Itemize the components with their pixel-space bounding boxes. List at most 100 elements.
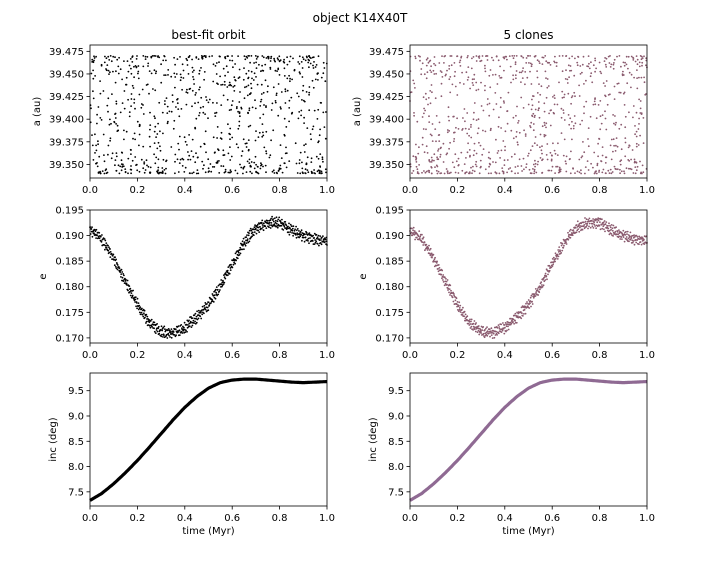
data-point: [472, 56, 475, 58]
data-point: [484, 67, 486, 70]
data-point: [611, 229, 614, 232]
data-point: [144, 58, 147, 60]
data-point: [192, 78, 195, 81]
data-point: [111, 152, 114, 155]
data-point: [95, 144, 97, 147]
data-point: [529, 296, 532, 299]
data-point: [506, 329, 508, 332]
data-point: [580, 172, 582, 175]
y-tick-label: 0.195: [375, 206, 404, 217]
x-tick-label: 0.2: [449, 350, 465, 361]
data-point: [229, 171, 231, 174]
data-point: [638, 238, 641, 241]
x-tick-label: 1.0: [319, 350, 335, 361]
data-point: [520, 165, 523, 167]
data-point: [142, 65, 145, 68]
data-point: [594, 225, 596, 227]
data-point: [502, 327, 505, 330]
data-point: [524, 135, 527, 137]
data-point: [264, 225, 267, 228]
data-point: [632, 57, 635, 59]
data-point: [237, 55, 240, 57]
data-point: [288, 107, 291, 109]
data-point: [510, 155, 513, 158]
data-point: [428, 121, 431, 123]
data-point: [584, 166, 587, 169]
data-point: [473, 170, 476, 173]
data-point: [582, 55, 585, 58]
data-point: [310, 157, 313, 160]
data-point: [468, 172, 470, 175]
data-point: [556, 165, 559, 168]
data-point: [473, 78, 475, 80]
data-point: [272, 129, 275, 132]
data-point: [439, 153, 442, 156]
data-point: [274, 219, 277, 222]
data-point: [534, 162, 537, 165]
data-point: [604, 94, 606, 97]
data-point: [630, 73, 633, 76]
data-point: [289, 231, 292, 233]
data-point: [421, 233, 423, 236]
data-point: [107, 55, 110, 58]
data-point: [554, 152, 557, 155]
data-point: [226, 271, 229, 274]
x-axis-label: time (Myr): [182, 526, 234, 537]
data-point: [439, 156, 442, 158]
data-point: [524, 133, 527, 136]
data-point: [517, 120, 520, 122]
data-point: [211, 55, 214, 57]
data-point: [131, 84, 134, 87]
data-point: [593, 221, 595, 224]
data-point: [574, 57, 576, 60]
data-point: [454, 70, 456, 73]
data-point: [164, 328, 166, 330]
x-tick-label: 0.0: [82, 185, 98, 196]
data-point: [495, 138, 497, 141]
data-point: [529, 149, 532, 152]
data-point: [637, 144, 640, 146]
data-point: [545, 122, 548, 125]
data-point: [264, 63, 267, 66]
data-point: [198, 72, 201, 75]
data-point: [312, 125, 315, 128]
x-tick-label: 0.0: [82, 513, 98, 524]
data-point: [95, 149, 98, 152]
data-point: [429, 133, 432, 136]
data-point: [571, 55, 573, 58]
data-point: [466, 315, 469, 318]
data-point: [536, 92, 539, 94]
data-point: [577, 228, 580, 231]
data-point: [560, 132, 563, 135]
data-point: [454, 153, 457, 156]
data-point: [588, 62, 590, 65]
data-point: [265, 171, 267, 174]
data-point: [236, 172, 239, 175]
data-point: [586, 65, 588, 67]
data-point: [595, 117, 598, 120]
data-point: [107, 244, 109, 247]
data-point: [578, 171, 581, 174]
data-point: [253, 228, 256, 231]
data-point: [628, 145, 631, 147]
data-point: [312, 86, 315, 89]
x-tick-label: 0.8: [272, 350, 288, 361]
data-point: [506, 58, 508, 61]
data-point: [197, 156, 199, 159]
data-point: [311, 171, 313, 174]
data-point: [311, 240, 314, 242]
data-point: [116, 124, 119, 127]
data-point: [561, 70, 564, 73]
data-point: [448, 78, 451, 81]
data-point: [260, 93, 263, 95]
data-point: [420, 68, 423, 70]
data-point: [227, 55, 230, 57]
data-point: [438, 267, 441, 269]
data-point: [302, 58, 305, 61]
data-point: [205, 99, 208, 101]
data-point: [106, 104, 109, 107]
data-point: [534, 55, 537, 57]
data-point: [502, 140, 505, 142]
data-point: [237, 110, 240, 113]
